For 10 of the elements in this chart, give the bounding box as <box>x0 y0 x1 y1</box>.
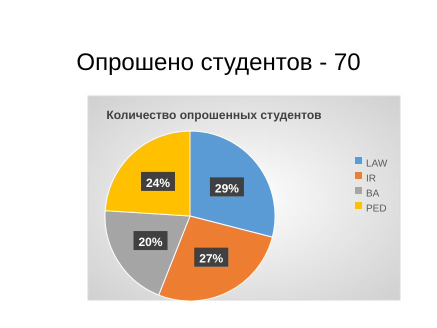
data-label: 29% <box>214 181 240 196</box>
chart-subtitle: Количество опрошенных студентов <box>106 108 322 122</box>
legend-label: BA <box>366 188 380 200</box>
legend-label: IR <box>366 174 376 185</box>
legend-label: PED <box>366 204 387 215</box>
data-label: 20% <box>138 235 163 250</box>
legend-label: LAW <box>366 158 388 170</box>
data-label: 27% <box>199 252 224 266</box>
data-label: 24% <box>146 176 170 190</box>
chart-title: Опрошено студентов - 70 <box>76 49 361 76</box>
